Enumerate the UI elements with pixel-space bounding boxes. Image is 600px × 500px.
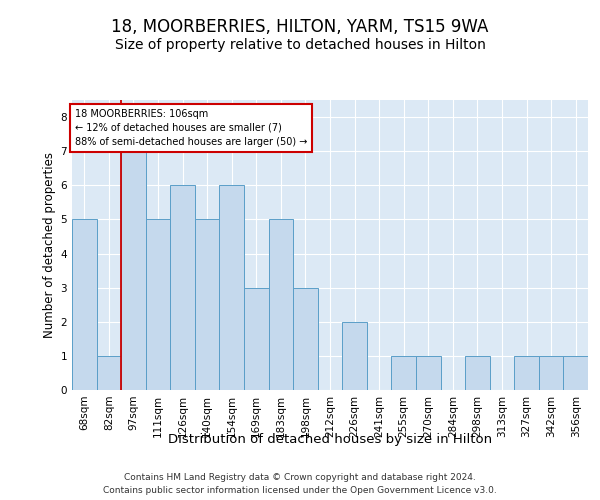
Bar	[72, 220, 97, 390]
Text: 18, MOORBERRIES, HILTON, YARM, TS15 9WA: 18, MOORBERRIES, HILTON, YARM, TS15 9WA	[112, 18, 488, 36]
Bar	[539, 356, 563, 390]
Text: 18 MOORBERRIES: 106sqm
← 12% of detached houses are smaller (7)
88% of semi-deta: 18 MOORBERRIES: 106sqm ← 12% of detached…	[74, 108, 307, 146]
Bar	[146, 220, 170, 390]
Bar	[416, 356, 440, 390]
Bar	[293, 288, 318, 390]
Bar	[514, 356, 539, 390]
Bar	[244, 288, 269, 390]
Text: Contains public sector information licensed under the Open Government Licence v3: Contains public sector information licen…	[103, 486, 497, 495]
Bar	[195, 220, 220, 390]
Bar	[269, 220, 293, 390]
Text: Size of property relative to detached houses in Hilton: Size of property relative to detached ho…	[115, 38, 485, 52]
Bar	[97, 356, 121, 390]
Bar	[391, 356, 416, 390]
Bar	[465, 356, 490, 390]
Bar	[563, 356, 588, 390]
Y-axis label: Number of detached properties: Number of detached properties	[43, 152, 56, 338]
Bar	[342, 322, 367, 390]
Bar	[220, 186, 244, 390]
Bar	[170, 186, 195, 390]
Text: Distribution of detached houses by size in Hilton: Distribution of detached houses by size …	[168, 432, 492, 446]
Text: Contains HM Land Registry data © Crown copyright and database right 2024.: Contains HM Land Registry data © Crown c…	[124, 472, 476, 482]
Bar	[121, 117, 146, 390]
